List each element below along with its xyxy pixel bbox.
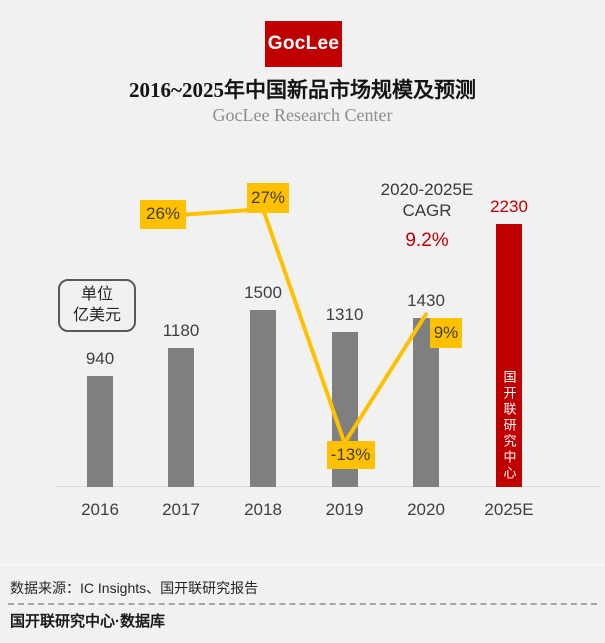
page-title: 2016~2025年中国新品市场规模及预测 (129, 78, 476, 102)
page-subtitle: GocLee Research Center (212, 105, 393, 125)
bar-value-2016: 940 (85, 349, 115, 369)
growth-label-2019: -13% (326, 441, 375, 469)
axis-label-2016: 2016 (81, 500, 119, 519)
bar-value-2020: 1430 (407, 291, 445, 311)
footer-brand: 国开联研究中心·数据库 (10, 613, 165, 630)
unit-box-line2: 亿美元 (72, 306, 121, 324)
bar-value-2017: 1180 (162, 320, 200, 340)
unit-box: 单位 亿美元 (58, 279, 136, 332)
bar-watermark: 国开联研究中心 (501, 369, 517, 482)
bar-2025E: 国开联研究中心 (496, 223, 522, 487)
cagr-period: 2020-2025E (380, 180, 474, 199)
growth-label-2017: 26% (140, 199, 186, 229)
axis-label-2020: 2020 (407, 500, 445, 519)
bar-2018 (250, 310, 276, 487)
growth-label-2020: 9% (430, 318, 462, 349)
axis-label-2017: 2017 (162, 500, 200, 519)
bar-2017 (168, 347, 194, 487)
bar-value-2018: 1500 (244, 283, 282, 302)
bar-2016 (87, 376, 113, 487)
axis-label-2019: 2019 (325, 500, 364, 519)
footer-separator (0, 563, 605, 566)
data-source: 数据来源：IC Insights、国开联研究报告 (10, 580, 259, 596)
bar-value-2019: 1310 (325, 305, 364, 325)
growth-label-2018: 27% (247, 183, 289, 213)
brand-logo: GocLee (265, 21, 342, 67)
axis-label-2018: 2018 (244, 500, 282, 519)
unit-box-line1: 单位 (80, 285, 113, 303)
brand-logo-text: GocLee (267, 33, 340, 54)
axis-label-2025E: 2025E (484, 500, 534, 519)
bar-value-2025E: 2230 (490, 196, 528, 216)
x-axis-line (55, 486, 600, 487)
footer-divider (8, 603, 597, 605)
